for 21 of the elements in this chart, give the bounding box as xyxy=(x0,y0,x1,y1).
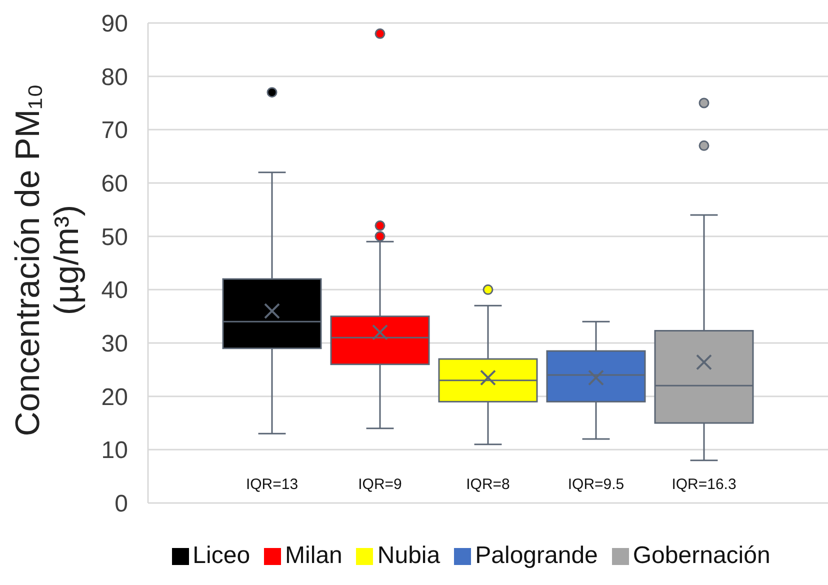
annotation: IQR=9 xyxy=(358,476,402,493)
y-tick-label: 10 xyxy=(101,437,128,464)
y-axis-title: Concentración de PM₁₀ (µg/m³) xyxy=(9,82,87,438)
y-tick-label: 30 xyxy=(101,330,128,358)
annotation: IQR=8 xyxy=(466,476,510,493)
y-tick-label: 50 xyxy=(101,224,128,251)
y-tick-label: 80 xyxy=(101,64,128,91)
legend-label: Palogrande xyxy=(475,542,598,569)
annotation: IQR=13 xyxy=(246,476,298,493)
legend-label: Nubia xyxy=(377,542,440,569)
y-tick-label: 90 xyxy=(101,10,128,38)
y-tick-label: 0 xyxy=(114,490,128,518)
annotation: IQR=9.5 xyxy=(568,476,624,493)
legend-label: Gobernación xyxy=(632,542,770,569)
y-tick-label: 60 xyxy=(101,170,128,198)
y-tick-label: 20 xyxy=(101,384,128,411)
annotation: IQR=16.3 xyxy=(672,476,736,493)
legend-label: Liceo xyxy=(192,542,250,569)
y-tick-label: 70 xyxy=(101,117,128,144)
legend-label: Milan xyxy=(285,542,342,569)
y-tick-label: 40 xyxy=(101,277,128,304)
